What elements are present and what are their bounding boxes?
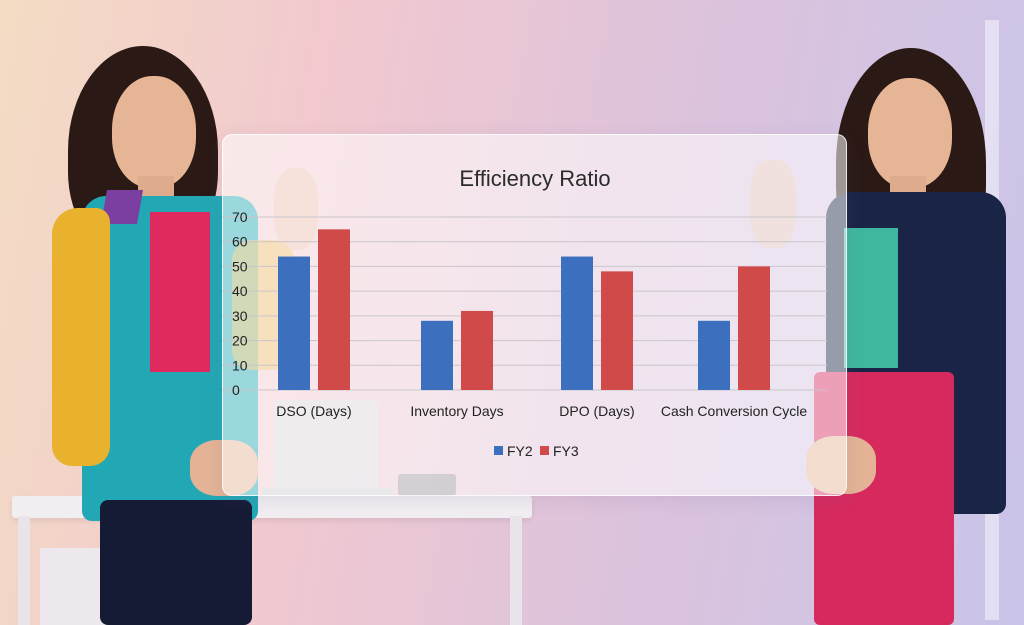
desk-leg	[510, 516, 522, 625]
legend-label-fy3: FY3	[553, 443, 579, 459]
face	[112, 76, 196, 188]
pink-blouse	[150, 212, 210, 372]
bar-chart: Efficiency Ratio 0 10 20 30 40 50 60 70 DSO (Da…	[222, 166, 827, 459]
y-tick-label: 60	[232, 234, 248, 250]
chart-title: Efficiency Ratio	[459, 166, 610, 191]
category-label: DSO (Days)	[276, 403, 351, 419]
bar-fy3-4	[738, 266, 770, 390]
face	[868, 78, 952, 188]
bar-fy2-2	[421, 320, 453, 390]
x-axis-categories: DSO (Days) Inventory Days DPO (Days) Cash C…	[276, 403, 807, 419]
bar-fy3-1	[318, 229, 350, 390]
bar-fy3-2	[461, 310, 493, 390]
legend-swatch-fy2	[494, 446, 503, 455]
category-label: Inventory Days	[410, 403, 503, 419]
y-tick-label: 0	[232, 382, 240, 398]
green-top	[844, 228, 898, 368]
bar-fy2-3	[561, 256, 593, 390]
legend: FY2 FY3	[494, 443, 579, 459]
category-label: Cash Conversion Cycle	[661, 403, 807, 419]
y-tick-label: 40	[232, 283, 248, 299]
navy-skirt	[100, 500, 252, 625]
category-label: DPO (Days)	[559, 403, 634, 419]
y-tick-label: 50	[232, 258, 248, 274]
yellow-sleeve	[52, 208, 110, 466]
bar-fy3-3	[601, 271, 633, 390]
legend-label-fy2: FY2	[507, 443, 533, 459]
legend-swatch-fy3	[540, 446, 549, 455]
bars	[278, 229, 770, 390]
gridlines	[222, 216, 827, 391]
y-axis-ticks: 0 10 20 30 40 50 60 70	[232, 209, 248, 398]
bar-fy2-4	[698, 320, 730, 390]
y-tick-label: 10	[232, 357, 248, 373]
y-tick-label: 70	[232, 209, 248, 225]
y-tick-label: 20	[232, 333, 248, 349]
y-tick-label: 30	[232, 308, 248, 324]
bar-fy2-1	[278, 256, 310, 390]
desk-leg	[18, 516, 30, 625]
